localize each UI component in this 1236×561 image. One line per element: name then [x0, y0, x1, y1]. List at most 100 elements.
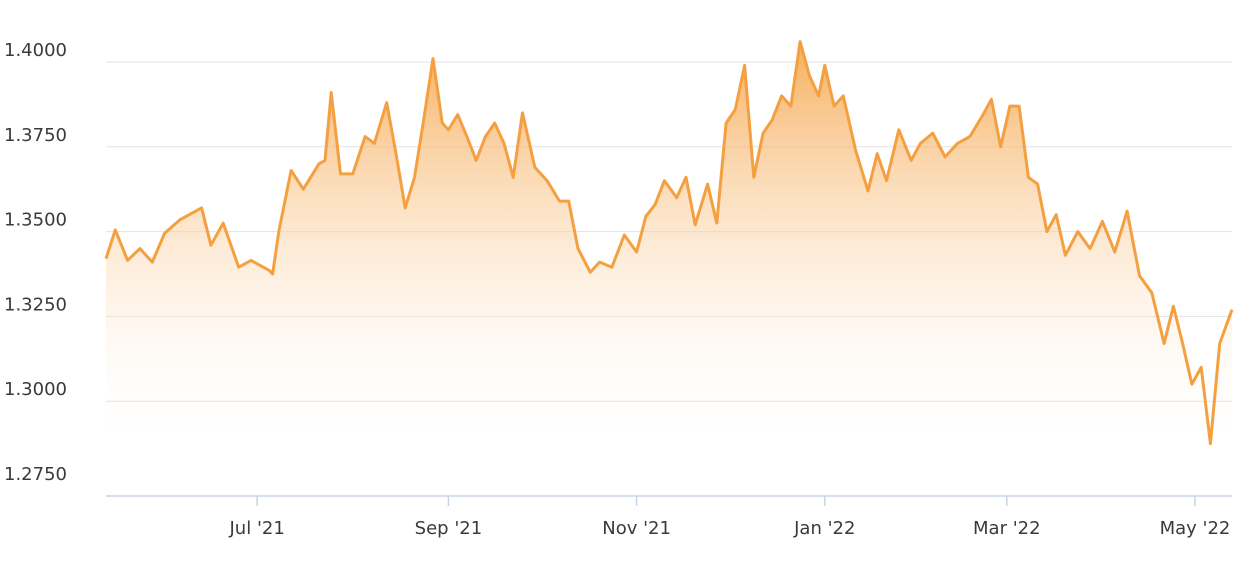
- y-tick-label: 1.3750: [4, 125, 67, 146]
- data-point: [715, 222, 718, 225]
- area-fill: [106, 41, 1232, 456]
- data-point: [179, 218, 182, 221]
- data-point: [268, 269, 271, 272]
- data-point: [413, 176, 416, 179]
- data-point: [105, 257, 108, 260]
- data-point: [465, 135, 468, 138]
- y-tick-label: 1.4000: [4, 40, 67, 61]
- data-point: [456, 113, 459, 116]
- data-point: [209, 244, 212, 247]
- x-tick-label: Nov '21: [602, 518, 671, 539]
- data-point: [577, 247, 580, 250]
- data-point: [789, 105, 792, 108]
- data-point: [1113, 251, 1116, 254]
- data-point: [885, 179, 888, 182]
- data-point: [944, 156, 947, 159]
- series-area: [106, 41, 1232, 456]
- data-point: [1126, 210, 1129, 213]
- data-point: [981, 115, 984, 118]
- data-point: [635, 251, 638, 254]
- data-point: [663, 179, 666, 182]
- data-point: [290, 169, 293, 172]
- data-point: [1181, 342, 1184, 345]
- y-tick-label: 1.2750: [4, 464, 67, 485]
- data-point: [364, 135, 367, 138]
- data-point: [598, 261, 601, 264]
- data-point: [623, 234, 626, 237]
- data-point: [1231, 308, 1234, 311]
- data-point: [1101, 220, 1104, 223]
- x-axis-ticks: Jul '21 Sep '21 Nov '21 Jan '22 Mar '22 May '…: [229, 496, 1231, 539]
- data-point: [706, 183, 709, 186]
- y-tick-label: 1.3000: [4, 379, 67, 400]
- data-point: [330, 91, 333, 94]
- data-point: [1209, 442, 1212, 445]
- data-point: [968, 135, 971, 138]
- data-point: [1036, 183, 1039, 186]
- data-point: [725, 122, 728, 125]
- data-point: [910, 159, 913, 162]
- data-point: [151, 261, 154, 264]
- data-point: [1150, 291, 1153, 294]
- data-point: [567, 200, 570, 203]
- data-point: [734, 108, 737, 111]
- data-point: [675, 196, 678, 199]
- data-point: [558, 200, 561, 203]
- data-point: [931, 132, 934, 135]
- data-point: [441, 122, 444, 125]
- x-tick-label: Jan '22: [793, 518, 855, 539]
- data-point: [163, 232, 166, 235]
- data-point: [771, 118, 774, 121]
- data-point: [422, 118, 425, 121]
- data-point: [990, 98, 993, 101]
- data-point: [1027, 176, 1030, 179]
- data-point: [1172, 305, 1175, 308]
- data-point: [799, 40, 802, 43]
- data-point: [762, 132, 765, 135]
- data-point: [694, 223, 697, 226]
- data-point: [533, 166, 536, 169]
- data-point: [1138, 274, 1141, 277]
- x-tick-label: Jul '21: [229, 518, 285, 539]
- data-point: [919, 142, 922, 145]
- data-point: [842, 94, 845, 97]
- data-point: [339, 172, 342, 175]
- data-point: [589, 271, 592, 274]
- data-point: [1045, 230, 1048, 233]
- x-tick-label: May '22: [1160, 518, 1231, 539]
- data-point: [833, 105, 836, 108]
- data-point: [191, 211, 194, 214]
- data-point: [277, 230, 280, 233]
- data-point: [138, 247, 141, 250]
- data-point: [126, 259, 129, 262]
- data-point: [317, 162, 320, 165]
- data-point: [404, 206, 407, 209]
- series-line-group: [104, 40, 1234, 446]
- data-point: [823, 64, 826, 67]
- data-point: [1008, 105, 1011, 108]
- data-point: [999, 145, 1002, 148]
- data-point: [484, 135, 487, 138]
- data-point: [237, 266, 240, 269]
- data-point: [395, 152, 398, 155]
- data-point: [808, 74, 811, 77]
- data-point: [644, 215, 647, 218]
- data-point: [1018, 105, 1021, 108]
- data-point: [1055, 213, 1058, 216]
- data-point: [1076, 230, 1079, 233]
- data-point: [854, 149, 857, 152]
- data-point: [250, 259, 253, 262]
- data-point: [493, 122, 496, 125]
- data-point: [654, 203, 657, 206]
- y-tick-label: 1.3250: [4, 294, 67, 315]
- y-axis-tick-labels: 1.2750 1.3000 1.3250 1.3500 1.3750 1.4000: [4, 40, 67, 485]
- data-point: [1218, 342, 1221, 345]
- data-point: [876, 152, 879, 155]
- data-point: [546, 179, 549, 182]
- x-tick-label: Sep '21: [415, 518, 483, 539]
- data-point: [867, 189, 870, 192]
- data-point: [302, 188, 305, 191]
- data-point: [610, 266, 613, 269]
- data-point: [222, 222, 225, 225]
